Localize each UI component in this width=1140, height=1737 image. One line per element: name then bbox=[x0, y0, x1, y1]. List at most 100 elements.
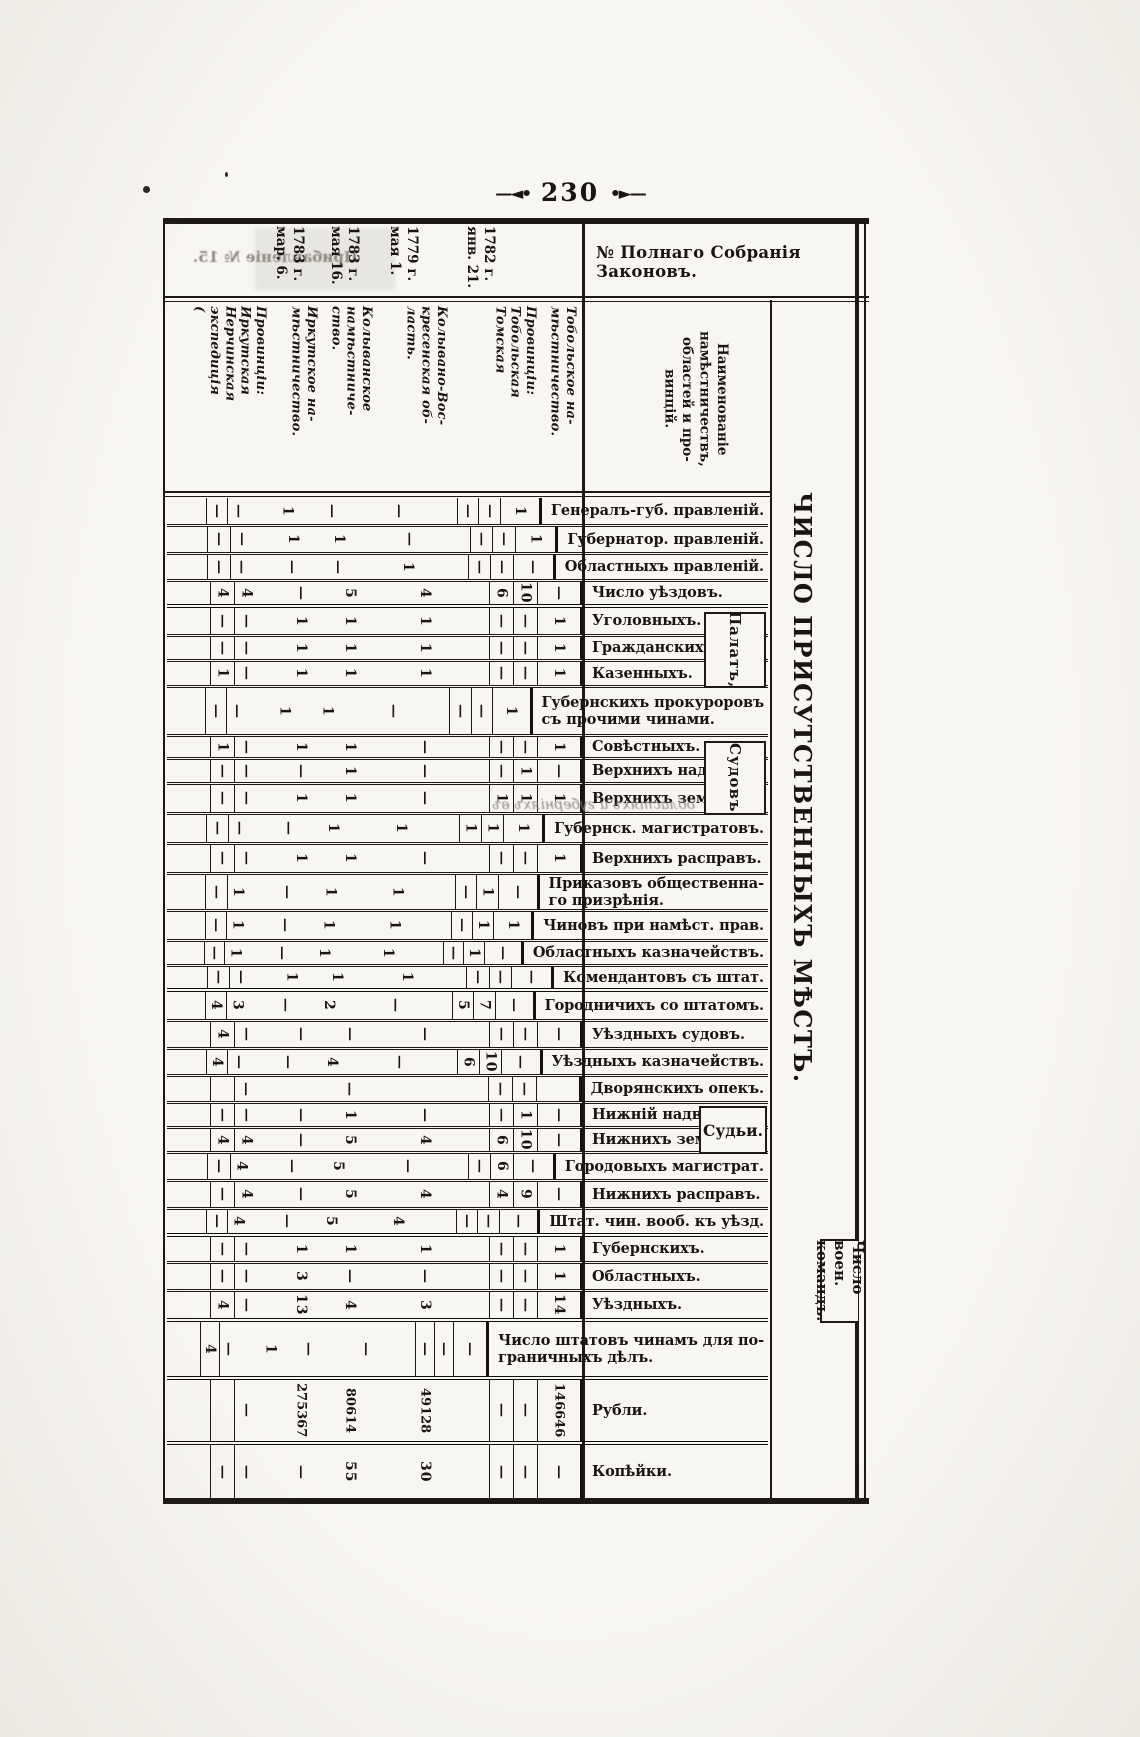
data-cell bbox=[283, 1077, 319, 1101]
data-cell: 1 bbox=[331, 1237, 369, 1261]
title-strip bbox=[770, 300, 858, 1502]
cell-value: 1 bbox=[389, 886, 406, 898]
cell-gap bbox=[445, 582, 489, 604]
data-cell: — bbox=[489, 1380, 513, 1441]
data-cell bbox=[167, 1077, 210, 1101]
cell-value: 1 bbox=[293, 642, 309, 654]
cell-gap bbox=[445, 845, 489, 872]
cell-value: 1 bbox=[322, 886, 339, 898]
cell-value: 1 bbox=[484, 823, 501, 834]
data-cell: 4 bbox=[405, 1129, 445, 1151]
cell-value: — bbox=[399, 1159, 416, 1174]
data-cell: — bbox=[537, 760, 580, 782]
cell-value: 4 bbox=[342, 1299, 358, 1311]
data-cell: 146646 bbox=[537, 1380, 580, 1441]
cell-gap bbox=[355, 967, 388, 988]
data-cell: 1 bbox=[371, 942, 405, 964]
data-cell bbox=[167, 582, 210, 604]
cell-value: — bbox=[208, 1214, 225, 1229]
row-label: Уголовныхъ. bbox=[580, 608, 768, 634]
cell-gap bbox=[319, 1129, 331, 1151]
cell-gap bbox=[248, 992, 270, 1019]
cell-value: 6 bbox=[493, 1161, 510, 1172]
data-cell: 4 bbox=[405, 582, 445, 604]
data-cell bbox=[167, 1380, 210, 1441]
data-cell: 1 bbox=[311, 688, 344, 734]
cell-gap bbox=[258, 662, 283, 685]
data-cell: — bbox=[206, 815, 228, 842]
cell-value: — bbox=[493, 1464, 510, 1480]
cell-gap bbox=[258, 1182, 283, 1207]
data-cell: 49128 bbox=[405, 1380, 445, 1441]
data-cell: — bbox=[234, 1264, 258, 1289]
cell-value: — bbox=[293, 585, 309, 601]
cell-value: — bbox=[228, 703, 245, 719]
date-header-3: 1783 г. мая 16. bbox=[327, 226, 361, 285]
data-cell: — bbox=[269, 912, 301, 939]
cell-value: 1 bbox=[342, 615, 358, 627]
cell-value: 4 bbox=[233, 1161, 250, 1172]
cell-value: 4 bbox=[214, 1029, 231, 1040]
data-cell: 1 bbox=[331, 785, 369, 812]
data-cell: 6 bbox=[490, 1154, 512, 1179]
cell-value: — bbox=[214, 640, 231, 656]
cell-value: 1 bbox=[293, 741, 309, 753]
cell-gap bbox=[445, 1237, 489, 1261]
data-cell: — bbox=[234, 1104, 258, 1126]
data-cell bbox=[167, 688, 205, 734]
data-cell: — bbox=[331, 1022, 369, 1047]
cell-value: — bbox=[517, 1464, 534, 1480]
data-cell: 6 bbox=[489, 1129, 513, 1151]
data-cell: — bbox=[210, 1264, 234, 1289]
cell-value: 1 bbox=[285, 534, 302, 545]
data-cell: — bbox=[210, 1182, 234, 1207]
cell-gap bbox=[445, 1380, 489, 1441]
data-cell: 4 bbox=[229, 1154, 252, 1179]
date-header-2: 1779 г. мая 1. bbox=[386, 226, 420, 282]
cell-gap bbox=[369, 845, 405, 872]
cell-value: — bbox=[214, 1464, 231, 1480]
data-cell: — bbox=[283, 1022, 319, 1047]
data-cell: — bbox=[489, 1237, 513, 1261]
cell-gap bbox=[411, 688, 450, 734]
cell-value: 1 bbox=[527, 534, 544, 545]
cell-gap bbox=[445, 1129, 489, 1151]
data-cell bbox=[167, 662, 210, 685]
data-cell bbox=[210, 1380, 234, 1441]
data-cell: — bbox=[452, 1322, 486, 1376]
cell-gap bbox=[319, 845, 331, 872]
cell-value: 1 bbox=[417, 642, 433, 654]
bracket-sudov: Судовъ bbox=[704, 741, 766, 815]
data-cell: — bbox=[207, 555, 229, 579]
cell-value: 5 bbox=[342, 1189, 358, 1200]
cell-value: 49128 bbox=[417, 1387, 433, 1434]
data-cell: 5 bbox=[451, 992, 473, 1019]
cell-value: — bbox=[279, 1054, 296, 1070]
header-divider bbox=[163, 296, 869, 302]
cell-value: — bbox=[391, 1054, 408, 1070]
cell-gap bbox=[445, 760, 489, 782]
cell-value: — bbox=[445, 945, 462, 961]
cell-gap bbox=[245, 942, 266, 964]
cell-value: 4 bbox=[417, 1189, 433, 1200]
data-cell: — bbox=[513, 1445, 537, 1499]
data-cell: — bbox=[207, 527, 230, 552]
data-cell: 1 bbox=[272, 498, 304, 524]
cell-value: — bbox=[525, 559, 542, 575]
cell-value: 1 bbox=[214, 668, 231, 679]
cell-value: — bbox=[517, 1269, 534, 1284]
data-cell: 10 bbox=[513, 1129, 537, 1151]
data-cell: 1 bbox=[331, 845, 369, 872]
cell-value: — bbox=[516, 1081, 533, 1097]
data-cell: 1 bbox=[493, 912, 531, 939]
data-cell: — bbox=[489, 1292, 513, 1318]
cell-gap bbox=[445, 662, 489, 685]
cell-value: — bbox=[284, 559, 301, 575]
cell-value: — bbox=[323, 503, 340, 519]
cell-gap bbox=[258, 1022, 283, 1047]
cell-gap bbox=[247, 688, 269, 734]
data-cell: — bbox=[537, 1129, 580, 1151]
cell-value: — bbox=[214, 763, 231, 779]
table-row: 4—1— — — — — Число штатовъ чинамъ для по-гран… bbox=[167, 1322, 768, 1380]
